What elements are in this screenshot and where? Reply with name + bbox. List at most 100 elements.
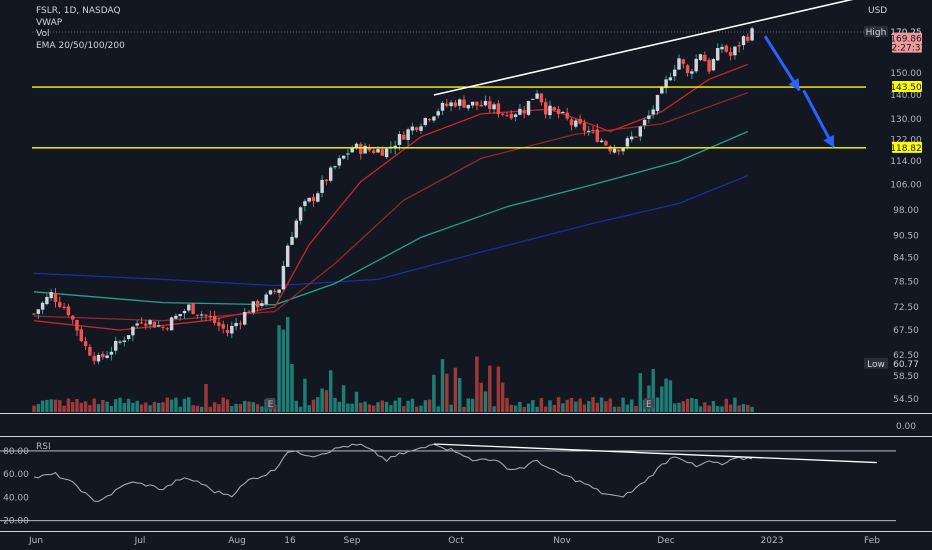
candle-body [647, 115, 651, 119]
candle-body [131, 326, 135, 336]
volume-bar [488, 365, 492, 412]
candle-body [273, 291, 277, 293]
volume-bar [234, 403, 238, 412]
candle-body [402, 134, 406, 140]
candle-body [350, 147, 354, 153]
candle-body [354, 143, 359, 149]
volume-bar [131, 402, 135, 412]
volume-bar [109, 406, 114, 412]
candle-body [320, 179, 324, 193]
date-tick-label: Aug [228, 536, 246, 546]
candle-body [281, 265, 286, 290]
volume-bar [346, 403, 350, 412]
volume-bar [367, 404, 372, 412]
candle-body [199, 314, 204, 316]
volume-bar [36, 404, 41, 412]
ema100-line [33, 130, 749, 306]
volume-bar [599, 397, 604, 412]
volume-bar [509, 404, 514, 412]
volume-bar [169, 399, 174, 412]
candle-body [58, 302, 62, 307]
volume-bar [505, 397, 509, 412]
currency-label[interactable]: USD [868, 6, 888, 16]
volume-bar [255, 404, 260, 412]
candle-body [664, 79, 668, 89]
candle-body [316, 193, 320, 202]
date-tick-label: Oct [448, 536, 464, 546]
candle-body [311, 197, 316, 202]
candle-body [264, 294, 268, 305]
candle-body [531, 98, 535, 100]
candle-body [122, 340, 127, 342]
candle-body [513, 114, 518, 117]
legend-symbol[interactable]: FSLR, 1D, NASDAQ [36, 6, 121, 16]
volume-bar [320, 388, 324, 412]
volume-bar [402, 406, 406, 412]
candle-body [66, 306, 71, 316]
legend-vol[interactable]: Vol [36, 29, 50, 39]
volume-bar [440, 359, 445, 412]
volume-bar [174, 397, 178, 412]
candle-body [105, 355, 109, 358]
volume-bar [513, 405, 518, 412]
candle-body [569, 119, 574, 126]
candle-body [423, 117, 428, 125]
volume-bar [677, 402, 681, 412]
candle-body [681, 59, 686, 64]
volume-bar [539, 398, 544, 412]
volume-bar [204, 384, 208, 412]
volume-bar [195, 405, 200, 412]
candle-body [174, 315, 178, 319]
volume-bar [92, 398, 96, 412]
candle-body [152, 321, 157, 328]
volume-bar [66, 398, 71, 412]
candle-body [178, 314, 182, 317]
candle-body [346, 153, 350, 155]
price-label-box [892, 141, 922, 153]
price-label-box [892, 81, 922, 93]
rsi-tick-label: 20.00 [3, 517, 29, 527]
candle-body [419, 126, 423, 131]
volume-bar [152, 402, 157, 412]
rsi-line [33, 443, 753, 502]
legend-ema[interactable]: EMA 20/50/100/200 [36, 40, 125, 51]
volume-bar [58, 400, 62, 412]
candle-body [625, 138, 630, 147]
candle-body [479, 104, 483, 107]
volume-bar [664, 378, 668, 412]
price-label-tag: Low [867, 360, 885, 370]
earnings-marker [265, 398, 276, 409]
candle-body [212, 315, 217, 323]
volume-bar [384, 401, 389, 412]
candle-body [677, 58, 681, 70]
candle-body [75, 320, 79, 331]
earnings-marker-label: E [268, 400, 274, 410]
volume-bar [574, 401, 578, 412]
candle-body [720, 46, 724, 50]
candle-body [556, 109, 561, 114]
price-tick-label: 130.00 [890, 115, 922, 125]
volume-bar [32, 405, 36, 412]
ema50-line [33, 92, 749, 322]
volume-bar [651, 369, 655, 412]
volume-bar [492, 406, 496, 412]
candle-body [406, 129, 410, 140]
volume-bar [316, 397, 320, 412]
volume-bar [101, 399, 105, 412]
ema20-line [33, 63, 749, 331]
candle-body [586, 130, 591, 132]
candle-body [552, 107, 557, 111]
candle-body [660, 87, 664, 94]
candle-body [204, 314, 208, 316]
volume-bar [118, 397, 122, 412]
candle-body [165, 328, 170, 330]
volume-bar [685, 398, 690, 412]
volume-bar [83, 401, 88, 412]
volume-bar [462, 406, 466, 412]
volume-bar [737, 405, 741, 412]
legend-vwap[interactable]: VWAP [36, 17, 63, 28]
volume-bar [595, 402, 600, 412]
date-tick-label: 2023 [761, 536, 784, 546]
candle-body [376, 149, 380, 153]
candle-body [561, 111, 565, 113]
